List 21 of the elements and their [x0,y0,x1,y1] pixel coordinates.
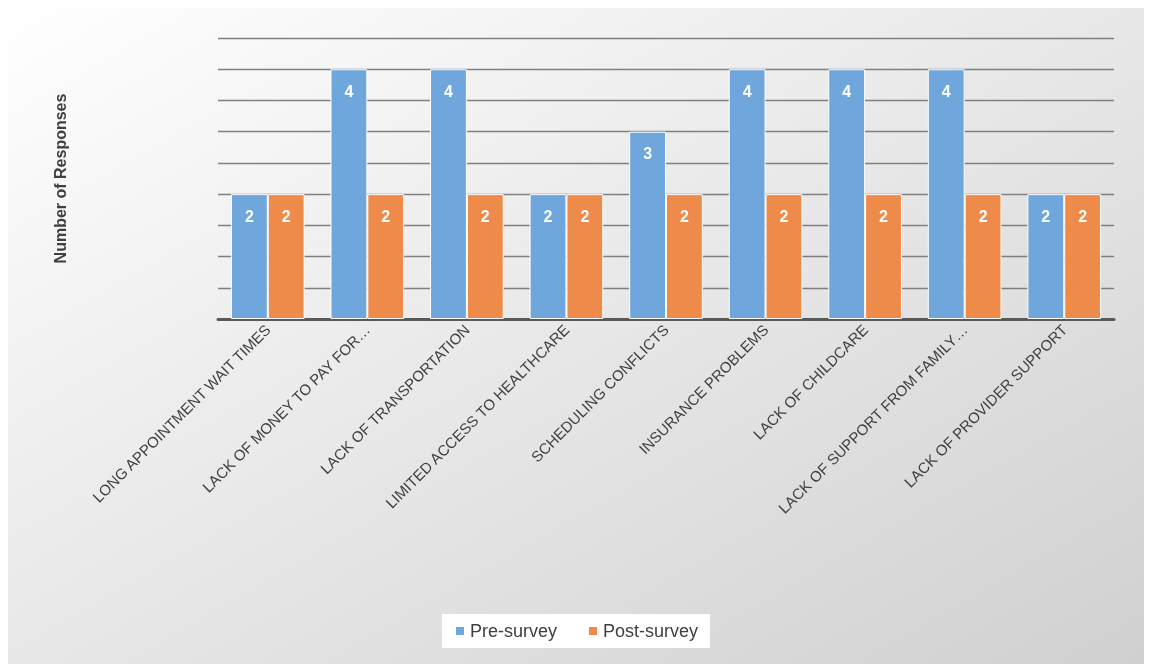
legend-label: Pre-survey [469,621,558,641]
data-label: 2 [679,207,689,225]
data-label: 2 [879,207,889,225]
data-label: 2 [480,207,490,225]
data-label: 2 [543,207,553,225]
data-label: 2 [580,207,590,225]
data-label: 4 [444,82,454,100]
data-label: 2 [978,207,988,225]
data-label: 2 [244,207,254,225]
data-label: 2 [1041,207,1051,225]
data-label: 2 [779,207,789,225]
data-label: 4 [842,82,852,100]
data-label: 4 [742,82,752,100]
data-label: 2 [381,207,391,225]
data-label: 2 [281,207,291,225]
legend-label: Post-survey [603,621,699,641]
data-label: 4 [344,82,354,100]
data-label: 3 [643,145,653,163]
data-label: 2 [1078,207,1088,225]
data-label: 4 [941,82,951,100]
y-axis-title: Number of Responses [51,93,69,264]
